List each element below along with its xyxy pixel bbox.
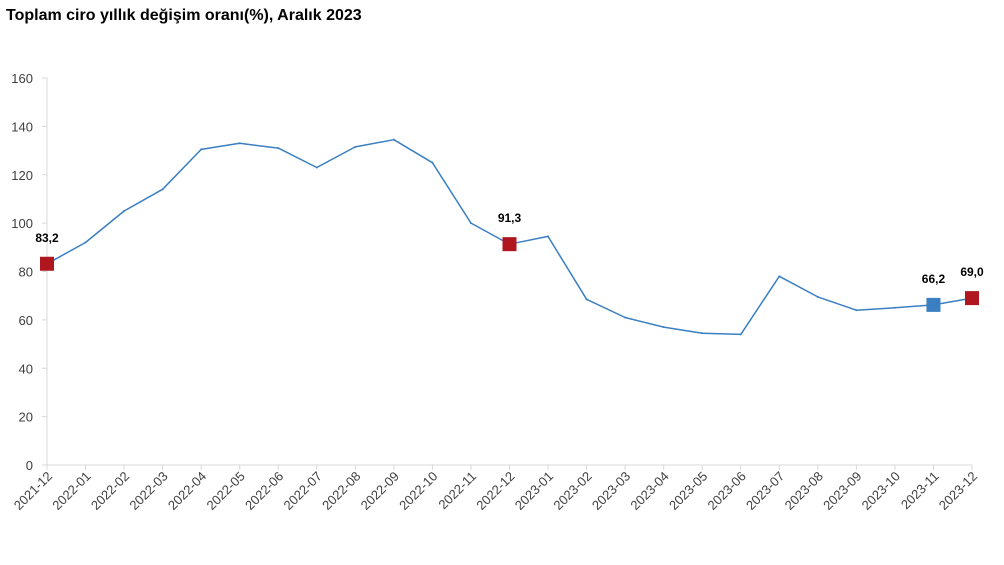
data-point <box>778 275 781 278</box>
highlight-marker <box>40 256 54 271</box>
x-tick-label: 2022-05 <box>203 469 247 513</box>
data-point <box>701 332 704 335</box>
data-point <box>662 326 665 329</box>
data-label: 83,2 <box>35 231 59 245</box>
x-tick-label: 2023-05 <box>666 469 710 513</box>
series-layer <box>46 138 973 336</box>
x-tick-label: 2023-07 <box>743 469 787 513</box>
data-point <box>238 142 241 145</box>
data-point <box>161 188 164 191</box>
y-tick-label: 140 <box>11 119 33 134</box>
y-tick-label: 40 <box>19 361 33 376</box>
highlight-marker <box>926 297 941 312</box>
data-point <box>84 241 87 244</box>
y-tick-label: 160 <box>11 71 33 86</box>
data-point <box>354 145 357 148</box>
data-point <box>277 147 280 150</box>
data-point <box>893 306 896 309</box>
data-point <box>200 148 203 151</box>
highlight-marker <box>502 237 517 252</box>
data-point <box>585 298 588 301</box>
data-point <box>547 235 550 238</box>
x-tick-label: 2022-06 <box>242 469 286 513</box>
data-point <box>123 210 126 213</box>
y-tick-label: 60 <box>19 313 33 328</box>
x-tick-label: 2022-03 <box>126 469 170 513</box>
x-tick-label: 2023-09 <box>820 469 864 513</box>
x-tick-label: 2022-10 <box>396 469 440 513</box>
x-axis: 2021-122022-012022-022022-032022-042022-… <box>11 464 980 513</box>
data-label: 66,2 <box>922 272 946 286</box>
x-tick-label: 2022-02 <box>88 469 132 513</box>
data-point <box>624 316 627 319</box>
y-tick-label: 80 <box>19 265 33 280</box>
data-point <box>315 166 318 169</box>
x-tick-label: 2023-03 <box>589 469 633 513</box>
x-tick-label: 2022-09 <box>358 469 402 513</box>
y-axis: 0 20 40 60 80 100 120 140 160 <box>11 71 48 473</box>
x-tick-label: 2023-08 <box>782 469 826 513</box>
x-tick-label: 2021-12 <box>11 469 55 513</box>
y-tick-label: 100 <box>11 216 33 231</box>
x-tick-label: 2023-06 <box>705 469 749 513</box>
data-point <box>469 222 472 225</box>
x-tick-label: 2022-04 <box>165 469 209 513</box>
x-tick-label: 2022-11 <box>435 469 479 513</box>
x-tick-label: 2023-02 <box>550 469 594 513</box>
x-tick-label: 2023-11 <box>898 469 942 513</box>
x-tick-label: 2023-10 <box>859 469 903 513</box>
x-tick-label: 2022-01 <box>49 469 93 513</box>
x-tick-label: 2022-12 <box>473 469 517 513</box>
data-label: 91,3 <box>498 211 522 225</box>
highlight-marker <box>965 291 979 306</box>
data-label: 69,0 <box>960 265 984 279</box>
data-point <box>816 295 819 298</box>
x-tick-label: 2022-08 <box>319 469 363 513</box>
x-tick-label: 2022-07 <box>281 469 325 513</box>
y-tick-label: 0 <box>26 458 33 473</box>
x-tick-label: 2023-04 <box>627 469 671 513</box>
marker-layer: 83,2 91,3 66,2 69,0 <box>35 211 984 312</box>
y-tick-label: 120 <box>11 168 33 183</box>
data-point <box>855 309 858 312</box>
series-line <box>46 138 973 336</box>
data-point <box>392 138 395 141</box>
data-point <box>739 333 742 336</box>
y-tick-label: 20 <box>19 410 33 425</box>
x-tick-label: 2023-12 <box>936 469 980 513</box>
data-point <box>431 161 434 164</box>
chart-title: Toplam ciro yıllık değişim oranı(%), Ara… <box>6 7 362 24</box>
x-tick-label: 2023-01 <box>512 469 556 513</box>
